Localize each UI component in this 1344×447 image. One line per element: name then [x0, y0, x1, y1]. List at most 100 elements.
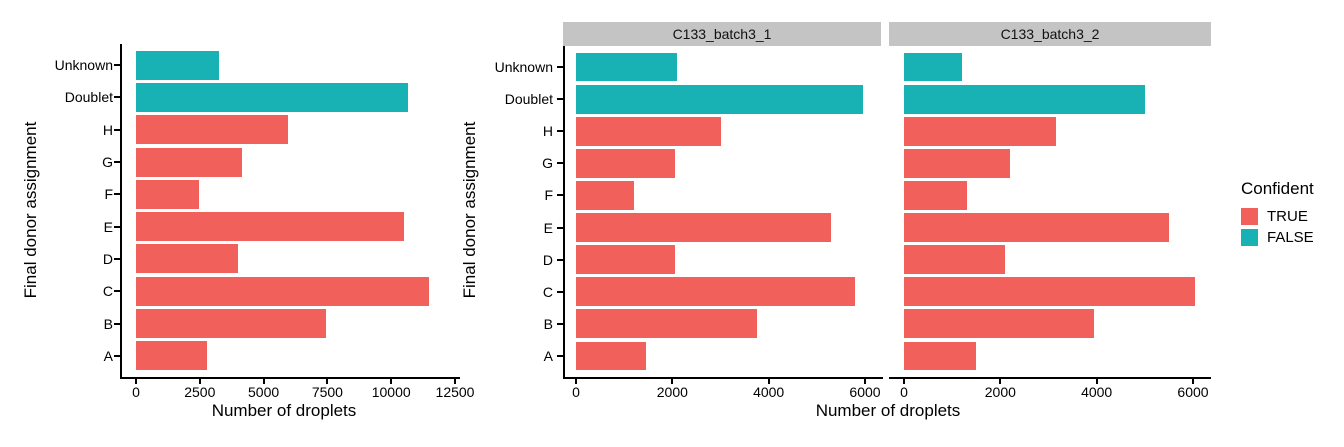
y-tick-mark	[114, 322, 120, 325]
y-tick-mark	[114, 96, 120, 99]
y-axis-line	[120, 44, 122, 379]
x-tick-label: 5000	[248, 384, 280, 400]
y-axis-line	[563, 46, 565, 379]
x-tick-mark	[671, 379, 674, 384]
bar-c133_batch3_1-g	[576, 148, 675, 178]
y-tick-mark	[114, 193, 120, 196]
y-tick-mark	[557, 290, 563, 293]
bar-c133_batch3_2-h	[904, 116, 1056, 146]
bar-c133_batch3_1-f	[576, 181, 634, 210]
x-tick-label: 6000	[849, 384, 881, 400]
y-tick-mark	[557, 66, 563, 69]
x-tick-mark	[1095, 379, 1098, 384]
y-tick-label: D	[102, 250, 113, 267]
bar-c133_batch3_2-a	[904, 341, 977, 371]
x-tick-mark	[390, 379, 393, 384]
y-tick-mark	[114, 354, 120, 357]
bar-c133_batch3_2-b	[904, 309, 1095, 339]
x-tick-mark	[999, 379, 1002, 384]
facet-strip-1: C133_batch3_1	[563, 22, 881, 46]
x-tick-label: 4000	[1081, 384, 1113, 400]
y-tick-label: H	[542, 123, 553, 140]
bar-c133_batch3_2-d	[904, 245, 1006, 275]
y-tick-label: Doublet	[64, 89, 113, 106]
facet-strip-label-1: C133_batch3_1	[672, 26, 772, 42]
legend-title: Confident	[1241, 179, 1314, 198]
bar-c133_batch3_2-f	[904, 181, 967, 210]
legend-label-false: FALSE	[1267, 229, 1314, 246]
y-tick-mark	[114, 64, 120, 67]
y-tick-label: A	[103, 347, 113, 364]
y-tick-label: C	[542, 283, 553, 300]
x-tick-mark	[767, 379, 770, 384]
bar-total-g	[136, 147, 242, 177]
x-tick-label: 7500	[311, 384, 343, 400]
bar-c133_batch3_2-c	[904, 277, 1196, 307]
bar-c133_batch3_1-b	[576, 309, 757, 339]
y-tick-mark	[114, 290, 120, 293]
x-tick-mark	[903, 379, 905, 384]
y-tick-mark	[557, 162, 563, 165]
y-tick-label: F	[544, 187, 553, 204]
x-tick-label: 0	[900, 384, 908, 400]
bar-c133_batch3_1-a	[576, 341, 646, 371]
legend-item-true: TRUE	[1241, 208, 1314, 225]
facet-strip-2: C133_batch3_2	[889, 22, 1211, 46]
x-tick-mark	[262, 379, 265, 384]
x-tick-label: 0	[572, 384, 580, 400]
y-tick-label: B	[103, 315, 113, 332]
bar-c133_batch3_2-e	[904, 213, 1169, 242]
bar-total-unknown	[136, 50, 219, 80]
x-tick-label: 4000	[753, 384, 785, 400]
y-tick-label: Doublet	[504, 91, 553, 108]
x-tick-mark	[454, 379, 456, 384]
y-tick-label: G	[542, 155, 553, 172]
x-tick-mark	[575, 379, 577, 384]
x-tick-mark	[864, 379, 866, 384]
bar-total-c	[136, 276, 430, 306]
bar-total-doublet	[136, 82, 408, 112]
bar-total-e	[136, 212, 404, 242]
y-tick-label: D	[542, 251, 553, 268]
bar-c133_batch3_1-e	[576, 213, 832, 242]
x-tick-mark	[1192, 379, 1194, 384]
bar-c133_batch3_1-d	[576, 245, 675, 275]
legend-swatch-true	[1241, 208, 1258, 225]
bar-total-a	[136, 341, 208, 371]
x-tick-label: 2000	[984, 384, 1016, 400]
y-tick-label: F	[104, 186, 113, 203]
y-tick-mark	[557, 98, 563, 101]
x-axis-line	[120, 377, 460, 379]
x-tick-label: 2500	[184, 384, 216, 400]
bar-c133_batch3_2-doublet	[904, 84, 1145, 114]
bar-c133_batch3_2-g	[904, 148, 1010, 178]
y-tick-label: C	[102, 283, 113, 300]
x-axis-line	[889, 377, 1211, 379]
bar-total-h	[136, 115, 288, 145]
y-tick-label: E	[543, 219, 553, 236]
bar-total-d	[136, 244, 239, 274]
y-tick-label: Unknown	[54, 57, 113, 74]
facet-strip-label-2: C133_batch3_2	[1000, 26, 1100, 42]
legend: Confident TRUE FALSE	[1241, 179, 1314, 250]
bar-c133_batch3_1-unknown	[576, 52, 678, 82]
y-tick-mark	[114, 161, 120, 164]
x-tick-label: 0	[132, 384, 140, 400]
y-axis-title-facets: Final donor assignment	[460, 121, 479, 299]
y-tick-mark	[557, 226, 563, 229]
x-axis-title-left: Number of droplets	[211, 401, 357, 420]
y-tick-mark	[114, 257, 120, 260]
bar-c133_batch3_1-h	[576, 116, 721, 146]
y-tick-label: Unknown	[494, 59, 553, 76]
y-tick-mark	[557, 258, 563, 261]
bar-total-b	[136, 309, 327, 339]
y-tick-label: H	[102, 121, 113, 138]
y-tick-mark	[114, 225, 120, 228]
x-axis-line	[563, 377, 883, 379]
y-tick-label: G	[102, 154, 113, 171]
y-axis-title-left: Final donor assignment	[21, 121, 40, 299]
y-tick-mark	[557, 354, 563, 357]
legend-item-false: FALSE	[1241, 229, 1314, 246]
y-tick-mark	[557, 194, 563, 197]
y-tick-mark	[557, 130, 563, 133]
